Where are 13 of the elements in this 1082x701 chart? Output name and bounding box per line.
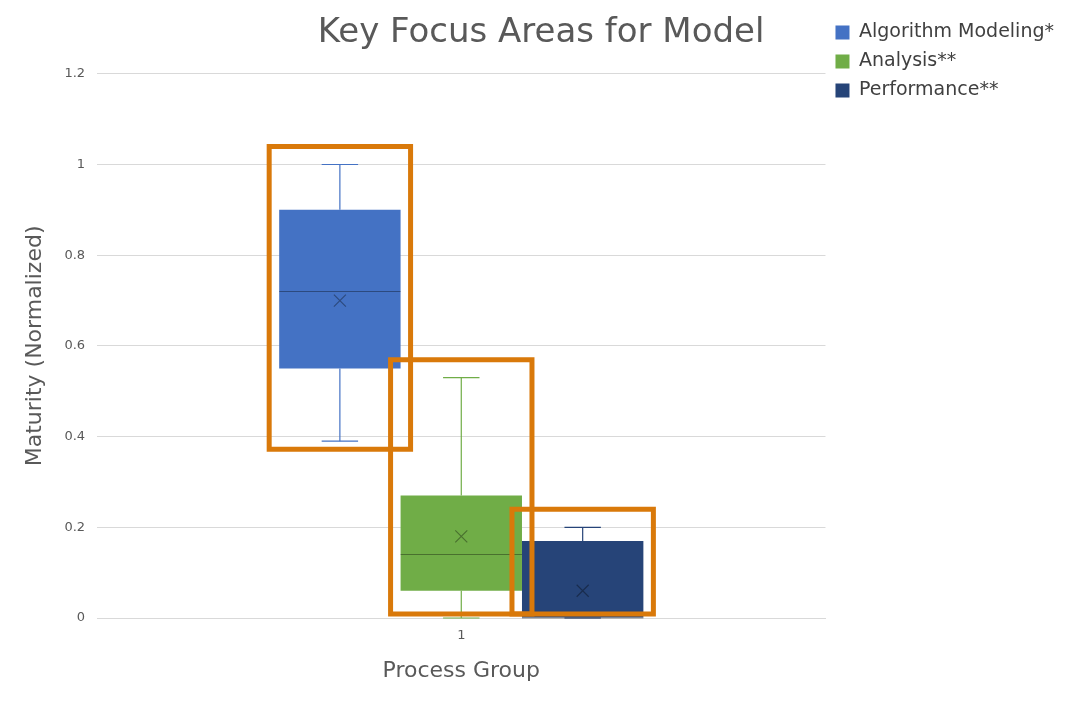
y-tick-label: 0.8 [64,246,86,262]
y-tick-label: 0 [76,609,86,625]
y-tick-label: 0.6 [64,337,86,353]
y-tick-label: 1.2 [64,65,86,81]
y-tick-label: 1 [76,155,86,171]
y-tick-label: 0.2 [64,518,86,534]
legend-label: Analysis** [858,48,957,71]
y-tick-label: 0.4 [64,427,86,443]
chart-title: Key Focus Areas for Model [317,10,765,51]
x-axis-title: Process Group [382,656,540,682]
y-axis-title: Maturity (Normalized) [20,225,46,467]
legend-label: Performance** [858,77,999,100]
legend-label: Algorithm Modeling* [858,19,1055,42]
